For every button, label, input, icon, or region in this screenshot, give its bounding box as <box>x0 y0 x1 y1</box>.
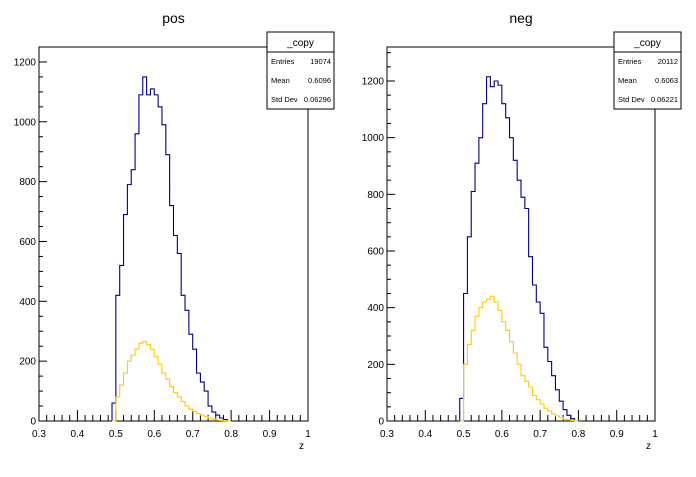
pos-x-tick-label: 1 <box>305 429 311 440</box>
neg-y-tick-label: 1000 <box>362 133 385 144</box>
neg-chart-title: neg <box>509 10 532 26</box>
neg-x-tick-label: 0.3 <box>380 429 394 440</box>
pos-stats-box <box>266 31 335 110</box>
pos-stats-label: Std Dev <box>271 95 298 104</box>
pos-x-tick-label: 0.8 <box>224 429 238 440</box>
neg-stats-label: Std Dev <box>618 95 645 104</box>
pos-plot-frame <box>38 46 309 422</box>
pos-stats-label: Mean <box>271 76 290 85</box>
pos-y-tick-label: 800 <box>19 177 36 188</box>
neg-plot-frame <box>386 46 656 422</box>
neg-y-tick-label: 200 <box>367 360 384 371</box>
pos-x-axis-label: z <box>299 441 304 452</box>
pos-y-tick-label: 0 <box>30 417 36 428</box>
pos-x-tick-label: 0.9 <box>263 429 277 440</box>
pos-y-tick-label: 1200 <box>14 57 37 68</box>
pos-stats-value: 0.6096 <box>308 76 331 85</box>
neg-stats-value: 20112 <box>658 57 678 66</box>
pos-stats-label: Entries <box>271 57 295 66</box>
neg-panel <box>386 31 682 422</box>
pos-stats-box-frame <box>266 31 335 110</box>
pos-x-tick-label: 0.5 <box>109 429 123 440</box>
neg-stats-box-frame <box>613 31 682 110</box>
neg-stats-value: 0.6063 <box>655 76 678 85</box>
pos-chart-title: pos <box>162 10 185 26</box>
pos-y-tick-label: 600 <box>19 237 36 248</box>
neg-x-tick-label: 0.8 <box>571 429 585 440</box>
neg-x-tick-label: 1 <box>652 429 658 440</box>
neg-y-tick-label: 400 <box>367 303 384 314</box>
neg-y-tick-label: 1200 <box>362 77 385 88</box>
neg-x-tick-label: 0.7 <box>533 429 547 440</box>
neg-x-axis-label: z <box>646 441 651 452</box>
neg-x-tick-label: 0.4 <box>418 429 432 440</box>
neg-series-1-histogram <box>459 295 579 422</box>
pos-x-tick-label: 0.3 <box>32 429 46 440</box>
pos-x-tick-label: 0.7 <box>186 429 200 440</box>
neg-series-0-histogram <box>459 76 579 422</box>
neg-stats-label: Entries <box>618 57 642 66</box>
pos-panel <box>38 31 335 422</box>
pos-series-1-histogram <box>112 341 232 422</box>
neg-stats-box <box>613 31 682 110</box>
neg-x-tick-label: 0.6 <box>495 429 509 440</box>
pos-stats-box-title: _copy <box>286 38 314 49</box>
pos-series-0-histogram <box>111 76 232 422</box>
pos-y-tick-label: 400 <box>19 297 36 308</box>
neg-y-tick-label: 0 <box>378 417 384 428</box>
neg-stats-box-title: _copy <box>633 38 661 49</box>
pos-stats-value: 0.06296 <box>304 95 331 104</box>
neg-x-tick-label: 0.9 <box>610 429 624 440</box>
pos-y-tick-label: 200 <box>19 357 36 368</box>
pos-stats-value: 19074 <box>310 57 331 66</box>
neg-y-tick-label: 600 <box>367 247 384 258</box>
neg-y-tick-label: 800 <box>367 190 384 201</box>
pos-y-tick-label: 1000 <box>14 117 37 128</box>
pos-x-tick-label: 0.4 <box>70 429 84 440</box>
neg-stats-label: Mean <box>618 76 637 85</box>
pos-x-tick-label: 0.6 <box>147 429 161 440</box>
neg-x-tick-label: 0.5 <box>457 429 471 440</box>
neg-stats-value: 0.06221 <box>651 95 678 104</box>
